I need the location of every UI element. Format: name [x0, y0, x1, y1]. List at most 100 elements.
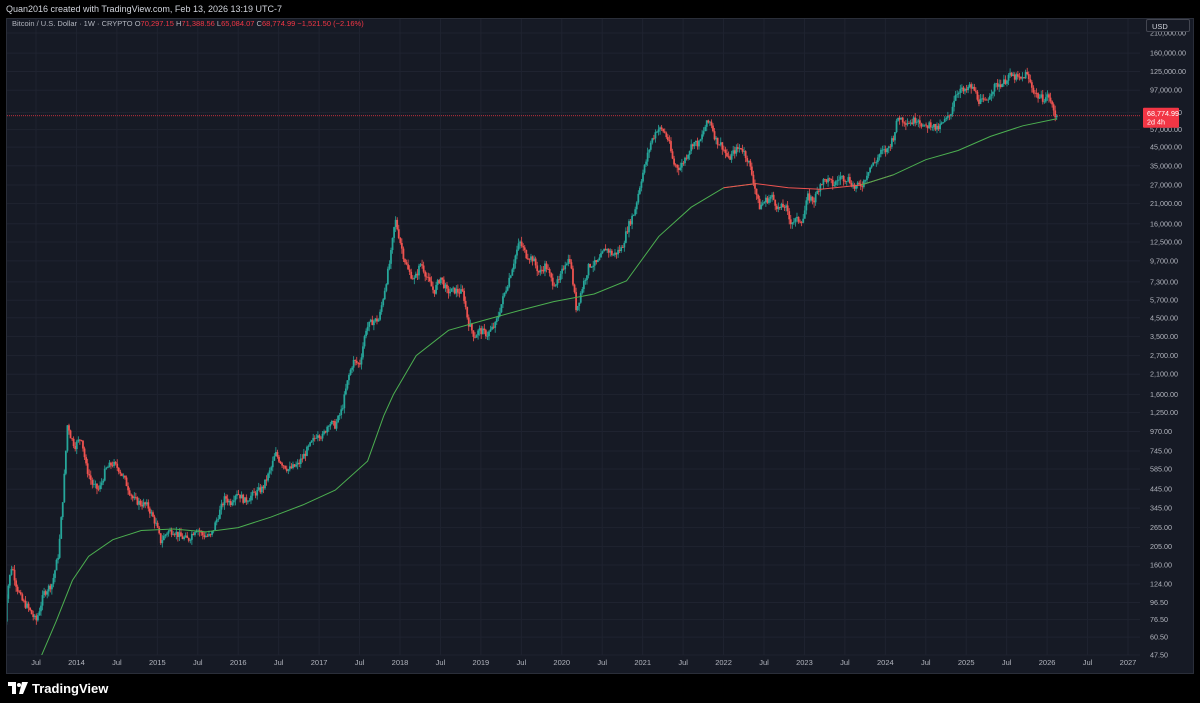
candle-body: [1035, 93, 1038, 94]
candle-body: [18, 591, 21, 593]
candle-body: [68, 425, 70, 431]
candle-body: [458, 292, 461, 294]
candle-body: [32, 614, 35, 618]
candle-body: [909, 122, 912, 124]
candle-body: [285, 468, 288, 471]
candle-body: [618, 249, 621, 252]
candle-body: [13, 569, 16, 581]
candle-body: [995, 83, 997, 85]
candle-body: [656, 131, 658, 133]
candle-body: [229, 501, 232, 506]
candle-body: [892, 138, 895, 141]
candle-body: [467, 317, 470, 327]
candle-body: [775, 205, 778, 210]
candle-body: [735, 147, 738, 154]
candle-body: [584, 279, 587, 281]
candle-body: [419, 264, 422, 266]
x-tick-label: 2016: [230, 658, 247, 667]
candle-body: [550, 273, 553, 278]
candle-body: [436, 280, 439, 286]
candle-body: [435, 285, 437, 294]
candle-body: [850, 183, 853, 187]
candle-body: [124, 475, 126, 478]
candle-body: [531, 256, 534, 262]
x-tick-label: 2023: [796, 658, 813, 667]
candle-body: [657, 129, 660, 132]
candle-body: [150, 512, 153, 514]
candle-body: [660, 127, 663, 130]
candle-body: [943, 118, 946, 122]
candle-body: [122, 475, 125, 477]
candle-body: [128, 490, 131, 495]
candle-body: [698, 140, 700, 147]
candle-body: [214, 522, 217, 531]
candle-body: [441, 277, 444, 280]
x-tick-label: 2025: [958, 658, 975, 667]
currency-button[interactable]: USD: [1146, 19, 1190, 32]
y-tick-label: 205.00: [1150, 542, 1172, 551]
candle-body: [439, 277, 442, 284]
candle-body: [754, 183, 756, 189]
y-tick-label: 60.50: [1150, 633, 1168, 642]
candle-body: [782, 203, 784, 208]
x-tick-label: 2026: [1039, 658, 1056, 667]
candle-body: [105, 467, 108, 469]
candle-body: [1054, 110, 1057, 118]
y-tick-label: 12,500.00: [1150, 238, 1182, 247]
candle-body: [768, 198, 770, 203]
candle-body: [956, 94, 959, 96]
candle-body: [413, 277, 416, 280]
candle-body: [138, 500, 140, 505]
candle-body: [72, 438, 75, 447]
candle-body: [953, 100, 955, 107]
candle-body: [170, 530, 173, 535]
last-price-value: 68,774.99: [1147, 109, 1179, 118]
candle-body: [43, 591, 45, 596]
candle-body: [1026, 72, 1029, 75]
candle-body: [189, 539, 192, 541]
candle-body: [274, 452, 277, 457]
candle-body: [184, 535, 187, 538]
y-tick-label: 1,250.00: [1150, 408, 1178, 417]
candle-body: [58, 538, 61, 558]
candle-body: [383, 290, 386, 300]
candle-body: [1002, 79, 1005, 84]
candle-body: [220, 503, 223, 510]
candle-body: [693, 142, 696, 147]
candle-body: [1034, 92, 1036, 94]
candle-body: [94, 483, 97, 485]
candle-body: [876, 157, 879, 162]
brand[interactable]: TradingView: [8, 681, 108, 696]
candle-body: [699, 139, 702, 141]
candle-body: [643, 164, 646, 173]
candle-body: [898, 117, 901, 120]
candle-body: [404, 259, 406, 263]
candle-body: [1020, 76, 1022, 79]
candle-body: [102, 480, 105, 483]
candle-body: [131, 495, 134, 499]
candle-body: [410, 271, 413, 279]
candle-body: [940, 122, 943, 125]
candle-body: [649, 142, 652, 150]
candle-body: [1043, 101, 1046, 103]
symbol-name[interactable]: Bitcoin / U.S. Dollar · 1W · CRYPTO: [12, 19, 133, 28]
candle-body: [80, 440, 83, 441]
candle-body: [61, 502, 64, 518]
candle-body: [77, 439, 80, 442]
candle-body: [621, 247, 624, 249]
candle-body: [334, 421, 336, 429]
candle-body: [405, 262, 408, 265]
candle-body: [778, 206, 781, 208]
candle-body: [926, 125, 929, 129]
candle-body: [418, 265, 420, 276]
candle-body: [976, 91, 979, 100]
candle-body: [312, 437, 315, 441]
candle-body: [979, 98, 982, 104]
candle-body: [878, 154, 881, 158]
candle-body: [35, 615, 38, 621]
candle-body: [376, 318, 378, 322]
candle-body: [78, 439, 81, 441]
candle-body: [612, 254, 615, 256]
candle-body: [397, 229, 400, 239]
